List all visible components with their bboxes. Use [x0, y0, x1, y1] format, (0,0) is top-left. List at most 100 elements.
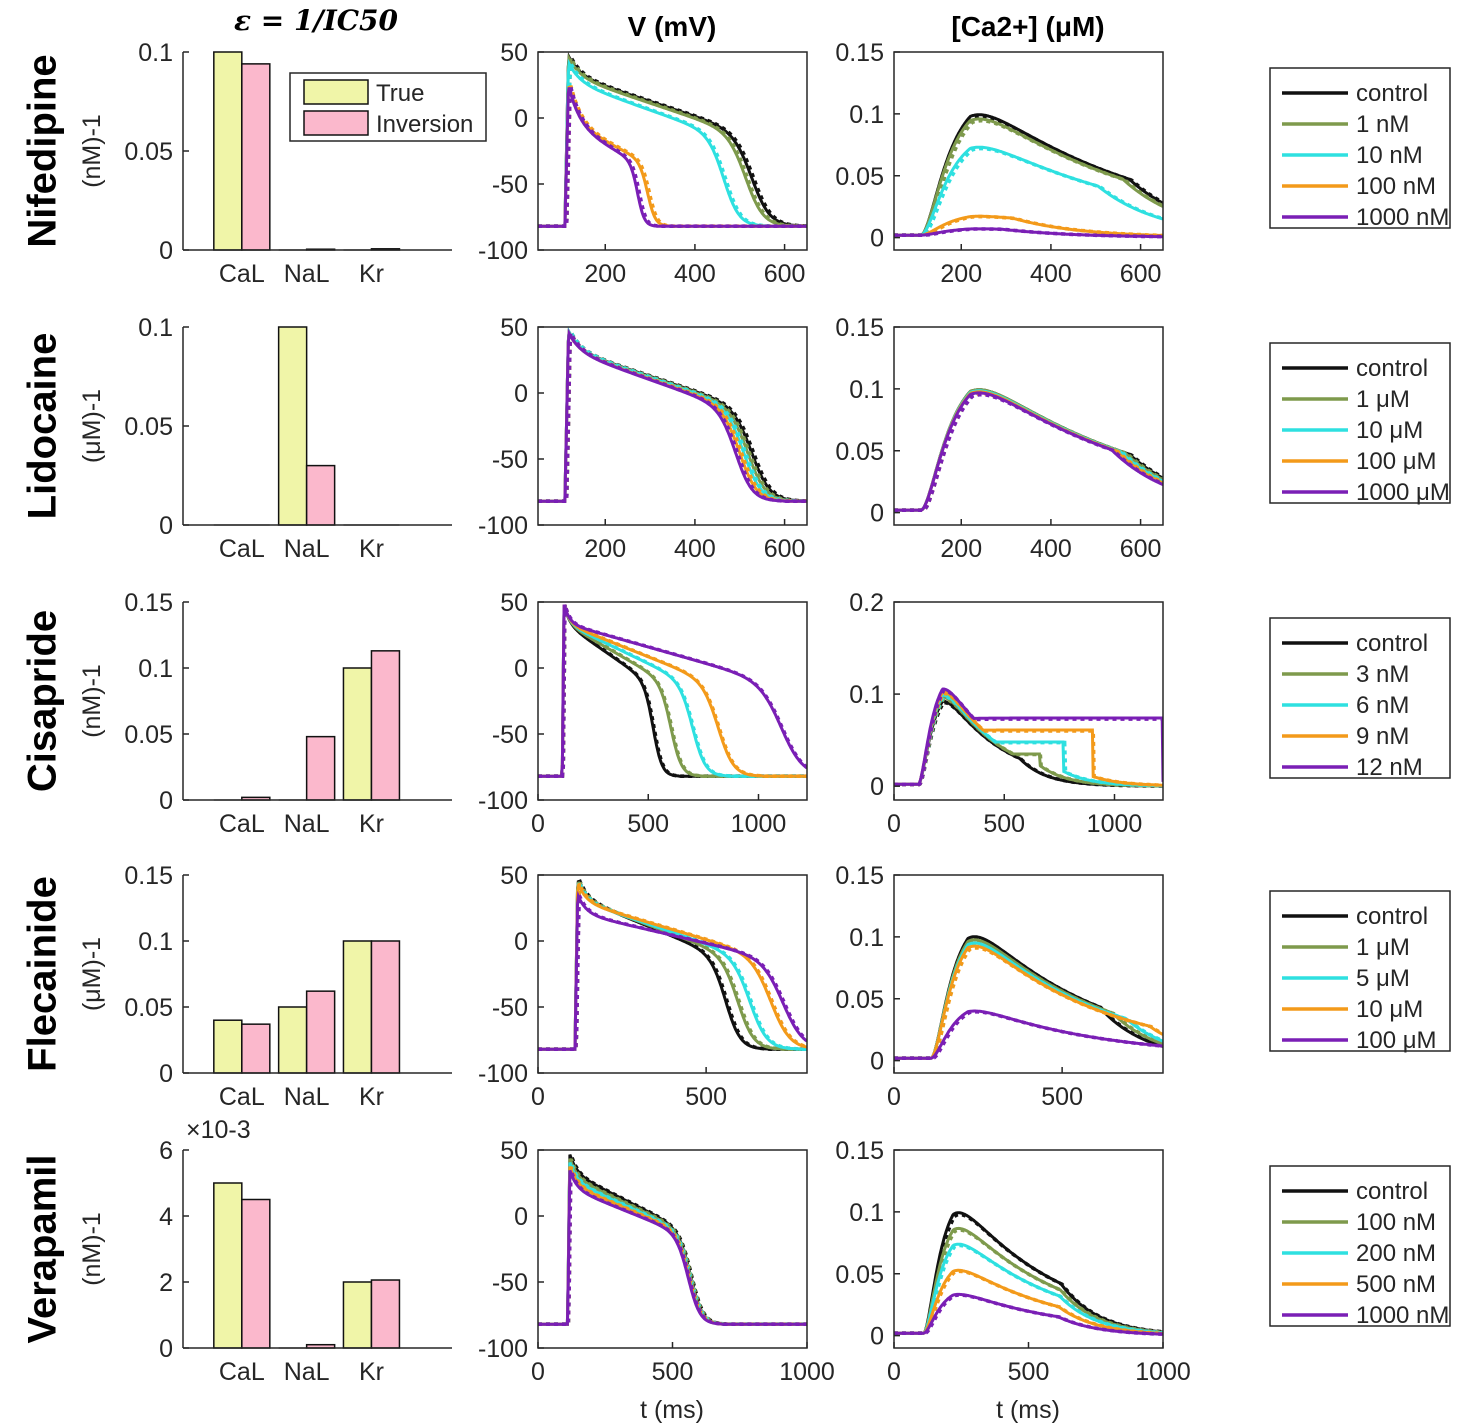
calcium-ytick-label: 0.15	[835, 314, 884, 342]
voltage-ytick-label: 0	[514, 1203, 528, 1231]
bar-ytick-label: 0.15	[124, 589, 173, 617]
calcium-xtick-label: 400	[1030, 535, 1072, 563]
dose-legend-label: 100 nM	[1356, 173, 1436, 200]
calcium-axes	[893, 601, 1164, 801]
bar-cal-inversion	[241, 1198, 271, 1349]
bar-ytick-label: 0	[159, 237, 173, 265]
voltage-ytick-label: -50	[492, 171, 528, 199]
voltage-trace-1-true	[538, 327, 807, 503]
bar-kr-true	[342, 1281, 373, 1349]
bar-category-label: CaL	[219, 535, 265, 563]
voltage-trace-0-inversion	[538, 52, 807, 228]
calcium-ytick-label: 0.05	[835, 163, 884, 191]
bar-ytick-label: 0	[159, 512, 173, 540]
calcium-ytick-label: 0.05	[835, 438, 884, 466]
bar-legend: True Inversion	[289, 72, 487, 142]
calcium-ytick-label: 0	[870, 500, 884, 528]
dose-legend-label: 12 nM	[1356, 754, 1423, 781]
calcium-trace-4-inversion	[894, 392, 1163, 512]
bar-legend-swatch-inversion	[303, 110, 369, 136]
calcium-axes	[893, 326, 1164, 526]
calcium-trace-4-inversion	[894, 227, 1163, 239]
dose-legend: control 100 nM 200 nM 500 nM 1000 nM	[1269, 1165, 1451, 1329]
calcium-ytick-label: 0.1	[849, 376, 884, 404]
voltage-ytick-label: -100	[478, 1335, 528, 1363]
voltage-xtick-label: 600	[764, 535, 806, 563]
voltage-axes	[537, 874, 808, 1074]
calcium-chart: 0.15 0.1 0.05 00 500	[835, 862, 1164, 1111]
voltage-chart: 50 0 -50 -100 200 400 600	[478, 39, 808, 288]
bar-ytick-label: 0	[159, 1060, 173, 1088]
bar-cal-true	[213, 1182, 243, 1349]
dose-legend-label: 3 nM	[1356, 661, 1409, 688]
voltage-xtick-label: 0	[531, 810, 545, 838]
calcium-trace-2-inversion	[894, 146, 1163, 237]
bar-kr-inversion	[370, 650, 401, 801]
voltage-ytick-label: 50	[500, 39, 528, 67]
bar-category-label: NaL	[284, 1083, 330, 1111]
bar-ytick-label: 0.1	[138, 928, 173, 956]
voltage-chart: 500-50-1000 500 1000	[478, 589, 808, 838]
bar-cal-inversion	[241, 1023, 271, 1074]
voltage-trace-3-inversion	[538, 882, 807, 1051]
voltage-ytick-label: 0	[514, 380, 528, 408]
calcium-trace-2-inversion	[894, 1243, 1163, 1335]
bar-nal-inversion	[305, 990, 336, 1074]
bar-category-label: NaL	[284, 535, 330, 563]
bar-ytick-label: 0.05	[124, 413, 173, 441]
calcium-trace-4-true	[894, 687, 1163, 786]
calcium-xtick-label: 1000	[1135, 1358, 1191, 1386]
voltage-ytick-label: 50	[500, 1137, 528, 1165]
voltage-ytick-label: -100	[478, 1060, 528, 1088]
voltage-trace-2-inversion	[538, 57, 807, 228]
calcium-ytick-label: 0	[870, 225, 884, 253]
dose-legend-label: control	[1356, 1178, 1428, 1205]
calcium-xtick-label: 500	[1008, 1358, 1050, 1386]
calcium-trace-4-inversion	[894, 688, 1163, 787]
dose-legend-label: 6 nM	[1356, 692, 1409, 719]
dose-legend-label: 500 nM	[1356, 1271, 1436, 1298]
bar-category-label: Kr	[359, 1358, 384, 1386]
bar-category-label: NaL	[284, 1358, 330, 1386]
voltage-xtick-label: 400	[674, 260, 716, 288]
voltage-trace-4-inversion	[538, 86, 807, 228]
voltage-trace-1-inversion	[538, 327, 807, 503]
bar-ylabel: (μM)-1	[78, 937, 106, 1011]
voltage-trace-3-inversion	[538, 327, 807, 503]
calcium-xtick-label: 500	[1041, 1083, 1083, 1111]
dose-legend: control 1 nM 10 nM 100 nM 1000 nM	[1269, 67, 1451, 231]
bar-category-label: CaL	[219, 810, 265, 838]
drug-label: Cisapride	[21, 610, 65, 792]
bar-chart: 0 0.05 0.1 CaL NaL Kr (μM)-1	[78, 314, 452, 563]
bar-ytick-label: 0.15	[124, 862, 173, 890]
dose-legend-label: 9 nM	[1356, 723, 1409, 750]
calcium-ytick-label: 0.05	[835, 1261, 884, 1289]
voltage-xtick-label: 500	[627, 810, 669, 838]
voltage-ytick-label: -50	[492, 721, 528, 749]
calcium-axes	[893, 874, 1164, 1074]
voltage-chart: 500-50-1000 500	[478, 862, 808, 1111]
drug-label: Verapamil	[21, 1154, 65, 1343]
bar-cal-inversion	[241, 63, 271, 251]
dose-legend-label: 1 μM	[1356, 934, 1410, 961]
bar-category-label: NaL	[284, 810, 330, 838]
dose-legend-label: control	[1356, 355, 1428, 382]
calcium-trace-0-true	[894, 935, 1163, 1060]
voltage-trace-1-inversion	[538, 52, 807, 228]
voltage-xtick-label: 600	[764, 260, 806, 288]
bar-category-label: NaL	[284, 260, 330, 288]
calcium-xtick-label: 500	[983, 810, 1025, 838]
calcium-trace-0-inversion	[894, 700, 1163, 788]
voltage-trace-4-inversion	[538, 894, 807, 1051]
calcium-ytick-label: 0.15	[835, 862, 884, 890]
voltage-trace-0-true	[538, 52, 807, 228]
bar-category-label: CaL	[219, 1358, 265, 1386]
voltage-trace-3-true	[538, 1165, 807, 1326]
row-lidocaine: Lidocaine 0 0.05 0.1 CaL NaL Kr (μM)-1 50 0 -50 -10…	[21, 314, 1451, 563]
bar-legend-label: Inversion	[376, 111, 473, 138]
bar-chart: 0 0.05 0.1 0.15 CaL NaL Kr (nM)-1	[78, 589, 452, 838]
dose-legend-label: 1000 nM	[1356, 1302, 1449, 1329]
voltage-trace-4-true	[538, 1169, 807, 1326]
